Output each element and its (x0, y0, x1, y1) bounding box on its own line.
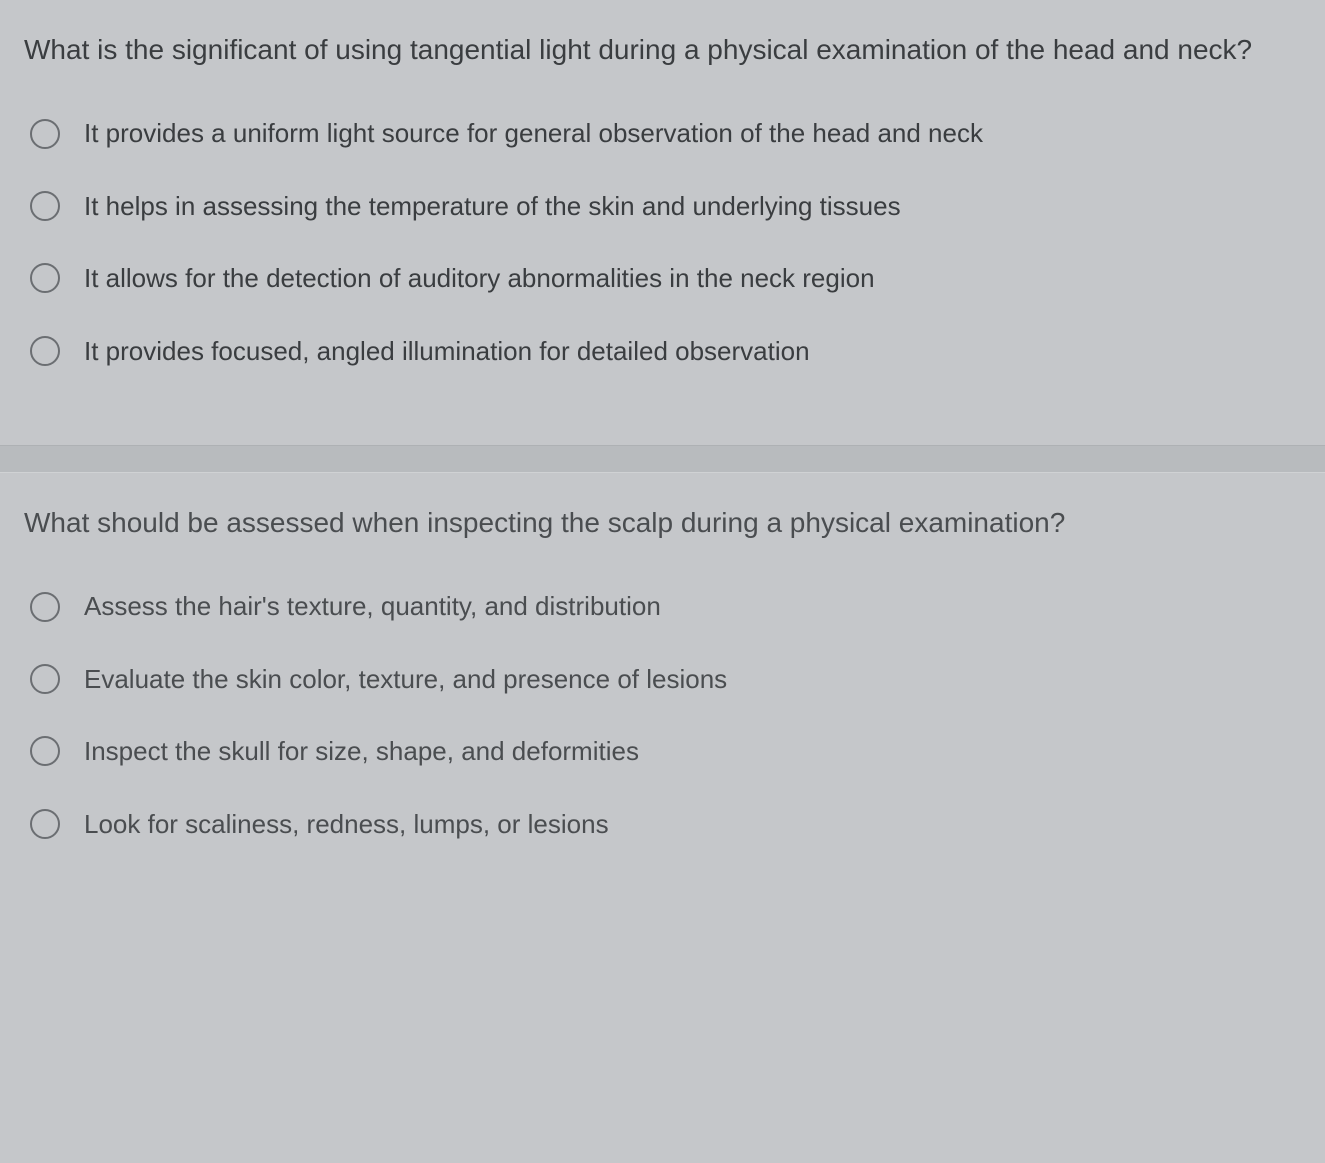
radio-icon[interactable] (30, 191, 60, 221)
question-divider (0, 445, 1325, 473)
option-row[interactable]: It allows for the detection of auditory … (24, 260, 1301, 296)
radio-icon[interactable] (30, 736, 60, 766)
radio-icon[interactable] (30, 336, 60, 366)
question-prompt: What is the significant of using tangent… (24, 28, 1301, 71)
option-row[interactable]: Inspect the skull for size, shape, and d… (24, 733, 1301, 769)
option-label: Evaluate the skin color, texture, and pr… (84, 661, 727, 697)
option-label: Assess the hair's texture, quantity, and… (84, 588, 661, 624)
option-label: Look for scaliness, redness, lumps, or l… (84, 806, 609, 842)
radio-icon[interactable] (30, 592, 60, 622)
option-row[interactable]: Assess the hair's texture, quantity, and… (24, 588, 1301, 624)
option-row[interactable]: It provides a uniform light source for g… (24, 115, 1301, 151)
question-prompt: What should be assessed when inspecting … (24, 501, 1301, 544)
radio-icon[interactable] (30, 809, 60, 839)
option-label: It provides focused, angled illumination… (84, 333, 810, 369)
option-row[interactable]: It helps in assessing the temperature of… (24, 188, 1301, 224)
radio-icon[interactable] (30, 263, 60, 293)
option-row[interactable]: It provides focused, angled illumination… (24, 333, 1301, 369)
question-block-2: What should be assessed when inspecting … (0, 473, 1325, 918)
option-row[interactable]: Evaluate the skin color, texture, and pr… (24, 661, 1301, 697)
option-row[interactable]: Look for scaliness, redness, lumps, or l… (24, 806, 1301, 842)
radio-icon[interactable] (30, 119, 60, 149)
option-label: Inspect the skull for size, shape, and d… (84, 733, 639, 769)
option-label: It provides a uniform light source for g… (84, 115, 983, 151)
radio-icon[interactable] (30, 664, 60, 694)
option-label: It helps in assessing the temperature of… (84, 188, 901, 224)
option-label: It allows for the detection of auditory … (84, 260, 875, 296)
question-block-1: What is the significant of using tangent… (0, 0, 1325, 445)
